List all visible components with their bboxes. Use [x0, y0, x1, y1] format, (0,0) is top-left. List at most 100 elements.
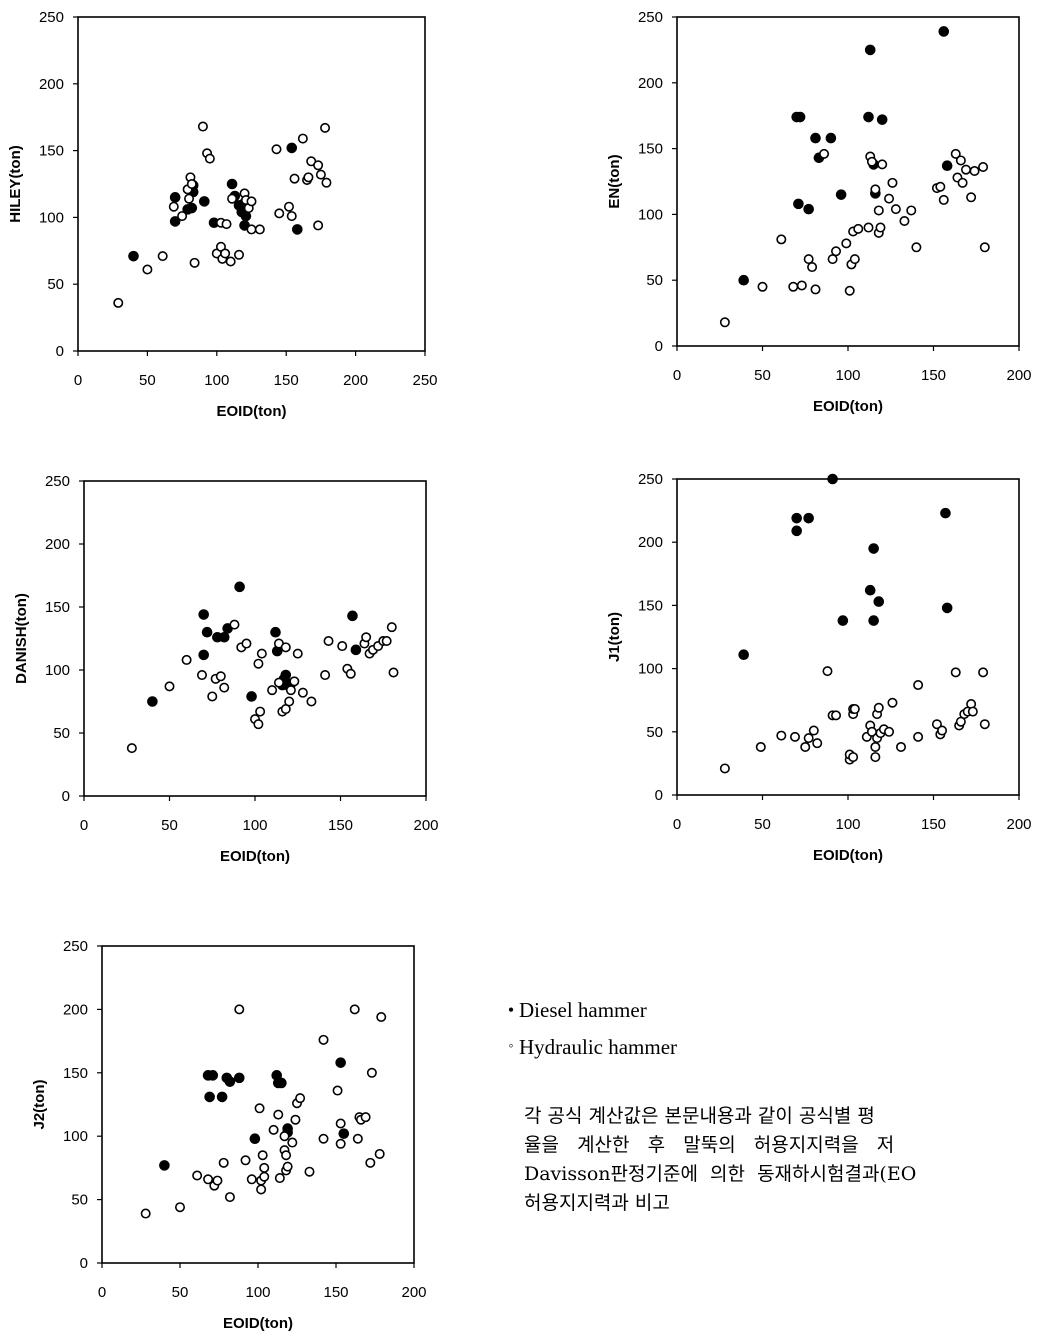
- hydraulic-point: [306, 696, 317, 707]
- diesel-point: [794, 111, 806, 123]
- hydraulic-point: [890, 204, 901, 215]
- hydraulic-point: [884, 726, 895, 737]
- hydraulic-point: [873, 702, 884, 713]
- hydraulic-point: [253, 658, 264, 669]
- hydraulic-point: [807, 262, 818, 273]
- diesel-point: [827, 473, 838, 485]
- diesel-point: [940, 507, 951, 519]
- y-tick-label: 100: [63, 1128, 88, 1145]
- x-axis-label: EOID(ton): [223, 1315, 293, 1332]
- hydraulic-point: [246, 1174, 257, 1185]
- x-tick-label: 200: [401, 1284, 426, 1301]
- hydraulic-point: [256, 648, 267, 659]
- y-tick-label: 50: [47, 276, 64, 293]
- hydraulic-point: [189, 257, 200, 268]
- hydraulic-point: [938, 194, 949, 205]
- hydraulic-point: [906, 205, 917, 216]
- diesel-point: [835, 189, 847, 200]
- hydraulic-point: [337, 641, 348, 652]
- hydraulic-point: [335, 1138, 346, 1149]
- hydraulic-point: [877, 159, 888, 170]
- y-tick-label: 200: [39, 76, 64, 93]
- hydraulic-point: [966, 192, 977, 203]
- hydraulic-point: [332, 1085, 343, 1096]
- diesel-point: [159, 1160, 170, 1171]
- hydraulic-point: [365, 1157, 376, 1168]
- scatter-plot: 0 50 100 150 200 0 50 100 150 200 250 EOID(ton) DANI…: [13, 473, 439, 865]
- diesel-point: [204, 1091, 215, 1103]
- hydraulic-point: [755, 741, 766, 752]
- hydraulic-point: [844, 285, 855, 296]
- hydraulic-point: [259, 1171, 270, 1182]
- hydraulic-point: [177, 211, 188, 222]
- scatter-plot: 0 50 100 150 200 0 50 100 150 200 250 EOID(ton) J1(t…: [606, 471, 1032, 864]
- hydraulic-point: [281, 1150, 292, 1161]
- diesel-point: [738, 274, 749, 286]
- hydraulic-point: [184, 193, 195, 204]
- hydraulic-point: [318, 1034, 329, 1045]
- hydraulic-point: [978, 667, 989, 678]
- hydraulic-point: [157, 251, 168, 262]
- hydraulic-point: [282, 1161, 293, 1172]
- hydraulic-point: [186, 179, 197, 190]
- hydraulic-point: [361, 632, 372, 643]
- y-tick-label: 50: [53, 725, 70, 742]
- hydraulic-point: [875, 222, 886, 233]
- hydraulic-point: [848, 752, 859, 763]
- diesel-point: [803, 512, 814, 524]
- x-tick-label: 50: [161, 817, 178, 834]
- x-tick-label: 200: [343, 372, 368, 389]
- hydraulic-point: [374, 1148, 385, 1159]
- x-tick-label: 150: [274, 372, 299, 389]
- hydraulic-point: [913, 731, 924, 742]
- note-line: 율을 계산한 후 말뚝의 허용지지력을 저: [524, 1134, 895, 1156]
- hydraulic-point: [803, 733, 814, 744]
- diesel-point: [270, 626, 281, 638]
- diesel-point: [169, 216, 181, 227]
- diesel-point: [335, 1057, 346, 1068]
- hydraulic-point: [289, 676, 300, 687]
- hydraulic-point: [234, 249, 245, 260]
- hydraulic-point: [969, 165, 980, 176]
- diesel-point: [873, 596, 885, 607]
- diesel-point: [864, 584, 876, 596]
- note-text: 각 공식 계산값은 본문내용과 같이 공식별 평 율을 계산한 후 말뚝의 허용…: [524, 1102, 1039, 1218]
- diesel-point: [198, 609, 209, 620]
- hydraulic-point: [286, 211, 297, 222]
- diesel-point: [199, 196, 210, 207]
- hydraulic-point: [789, 731, 800, 742]
- scatter-plot: 0 50 100 150 200 0 50 100 150 200 250 EOID(ton) J2(t…: [31, 938, 427, 1332]
- hydraulic-point: [229, 619, 240, 630]
- hydraulic-point: [218, 1157, 229, 1168]
- hydraulic-point: [224, 1192, 235, 1203]
- hydraulic-point: [352, 1133, 363, 1144]
- diesel-point: [864, 44, 876, 56]
- hydraulic-point: [212, 1175, 223, 1186]
- hydraulic-point: [873, 205, 884, 216]
- diesel-point: [350, 644, 362, 656]
- y-tick-label: 100: [638, 661, 663, 678]
- diesel-point: [207, 1070, 219, 1081]
- hydraulic-point: [719, 763, 730, 774]
- y-tick-label: 100: [638, 206, 663, 223]
- x-tick-label: 50: [754, 816, 771, 833]
- hydraulic-point: [280, 642, 291, 653]
- x-axis-label: EOID(ton): [217, 403, 287, 420]
- hydraulic-point: [255, 706, 266, 717]
- hydraulic-point: [274, 208, 285, 219]
- hydraulic-point: [335, 1118, 346, 1129]
- legend-label-diesel: Diesel hammer: [519, 998, 647, 1022]
- hydraulic-point: [979, 719, 990, 730]
- diesel-point: [198, 649, 209, 661]
- hydraulic-point: [831, 710, 842, 721]
- diesel-point: [286, 142, 298, 154]
- hydraulic-point: [283, 201, 294, 212]
- hydraulic-point: [321, 177, 332, 188]
- hydraulic-point: [808, 725, 819, 736]
- hydraulic-point: [164, 681, 175, 692]
- hydraulic-point: [979, 242, 990, 253]
- x-tick-label: 100: [835, 816, 860, 833]
- diesel-point: [793, 198, 804, 210]
- y-tick-label: 250: [45, 473, 70, 490]
